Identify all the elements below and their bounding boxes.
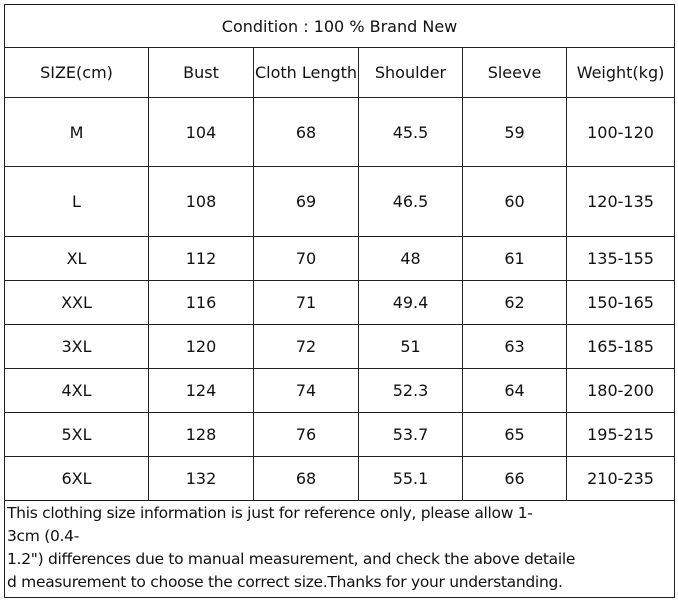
table-cell: 70 [253,236,359,281]
table-cell: 4XL [4,368,149,413]
table-cell: 180-200 [565,368,676,413]
table-cell: 6XL [4,456,149,501]
table-cell: 128 [148,412,254,457]
header-cell: SIZE(cm) [4,47,149,98]
header-row: SIZE(cm) Bust Cloth Length Shoulder Sleeve We… [4,47,676,98]
table-cell: L [4,166,149,237]
table-cell: 5XL [4,412,149,457]
table-cell: 108 [148,166,254,237]
size-row: L 108 69 46.5 60 120-135 [4,166,676,237]
table-cell: 55.1 [358,456,463,501]
table-body: Condition : 100 % Brand New SIZE(cm) Bust… [3,4,676,598]
table-cell: 120-135 [565,166,676,237]
table-cell: 74 [253,368,359,413]
header-cell: Shoulder [358,47,463,98]
size-row: M 104 68 45.5 59 100-120 [4,97,676,167]
table-cell: 69 [253,166,359,237]
table-cell: 104 [148,97,254,167]
table-cell: 68 [253,456,359,501]
note: This clothing size information is just f… [3,500,676,598]
table-cell: 71 [253,280,359,325]
header-cell: Bust [148,47,254,98]
table-cell: 68 [253,97,359,167]
table-cell: 3XL [4,324,149,369]
table-cell: 120 [148,324,254,369]
table-cell: 46.5 [358,166,463,237]
size-row: 4XL 124 74 52.3 64 180-200 [4,368,676,413]
table-cell: 100-120 [565,97,676,167]
table-cell: 53.7 [358,412,463,457]
size-row: XL 112 70 48 61 135-155 [4,236,676,281]
header-cell: Cloth Length [253,47,359,98]
size-row: XXL 116 71 49.4 62 150-165 [4,280,676,325]
table-cell: 210-235 [565,456,676,501]
table-cell: 60 [462,166,567,237]
table-cell: 61 [462,236,567,281]
table-cell: 45.5 [358,97,463,167]
size-table: Condition : 100 % Brand New SIZE(cm) Bust… [3,4,676,598]
table-cell: 65 [462,412,567,457]
table-cell: 150-165 [565,280,676,325]
table-cell: 132 [148,456,254,501]
table-cell: 49.4 [358,280,463,325]
table-cell: 64 [462,368,567,413]
table-cell: 116 [148,280,254,325]
note-line: 3cm (0.4- [7,527,79,545]
table-cell: 124 [148,368,254,413]
note-line: d measurement to choose the correct size… [7,573,563,591]
table-cell: 62 [462,280,567,325]
size-row: 3XL 120 72 51 63 165-185 [4,324,676,369]
header-cell: Sleeve [462,47,567,98]
header-cell: Weight(kg) [565,47,676,98]
table-cell: 48 [358,236,463,281]
table-cell: 76 [253,412,359,457]
table-cell: 59 [462,97,567,167]
table-cell: M [4,97,149,167]
table-cell: 165-185 [565,324,676,369]
size-row: 5XL 128 76 53.7 65 195-215 [4,412,676,457]
table-cell: 51 [358,324,463,369]
note-line: 1.2") differences due to manual measurem… [7,550,576,568]
note-line: This clothing size information is just f… [7,504,533,522]
note-row: This clothing size information is just f… [3,500,676,598]
table-cell: XL [4,236,149,281]
table-cell: 52.3 [358,368,463,413]
table-cell: 72 [253,324,359,369]
table-cell: 112 [148,236,254,281]
table-cell: 195-215 [565,412,676,457]
table-cell: XXL [4,280,149,325]
table-cell: 63 [462,324,567,369]
table-cell: 66 [462,456,567,501]
size-row: 6XL 132 68 55.1 66 210-235 [4,456,676,501]
title-row: Condition : 100 % Brand New [3,4,676,48]
table-cell: 135-155 [565,236,676,281]
table-title: Condition : 100 % Brand New [3,4,676,48]
